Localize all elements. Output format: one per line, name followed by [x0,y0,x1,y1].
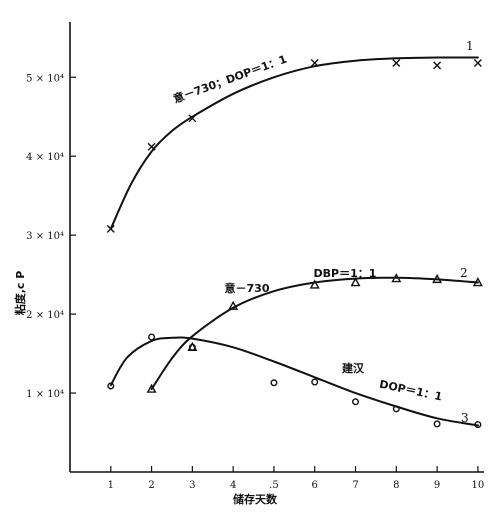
series-1-point [147,142,156,151]
series-1-point [188,114,197,123]
series-2-point [472,277,483,287]
series-2-curve [150,276,479,391]
series-3-point [188,343,196,351]
series-3-point [392,405,400,413]
x-tick-label: 1 [108,480,114,491]
x-tick-label: 8 [393,480,399,491]
series-3-label-b: DOP＝1：1 [378,378,443,404]
series-3-point [474,421,482,429]
x-tick-label: 9 [434,480,440,491]
series-2-point [228,300,239,310]
x-tick-label: 3 [189,480,195,491]
ticks-layer: 1 2 3 4 .5 6 7 8 9 10 1 × 10⁴ 2 × 10⁴ 3 × 10⁴ 4 × 10⁴… [26,73,484,491]
series-3-point [311,378,319,386]
series-2-point [350,277,361,287]
series-1-point [473,59,482,68]
y-tick-label: 3 × 10⁴ [26,231,64,242]
series-1-point [106,224,115,233]
x-tick-label: 2 [148,480,154,491]
series-3-curve [109,336,479,427]
curve-number-2: 2 [460,266,468,280]
x-tick-label: 6 [312,480,318,491]
y-tick-label: 4 × 10⁴ [26,152,64,163]
x-axis-title: 储存天数 [233,492,278,506]
x-tick-label: 7 [352,480,358,491]
series-3-label-a: 建汉 [342,361,365,375]
series-3-point [433,420,441,428]
curve-number-3: 3 [461,411,469,425]
y-tick-label: 1 × 10⁴ [26,389,64,400]
series-2-point [391,273,402,283]
y-axis-title: 粘度,c P [13,271,27,316]
series-layer [106,56,483,429]
x-tick-label: 4 [230,480,236,491]
series-2-label-b: DBP＝1：1 [314,267,377,280]
series-3-point [352,398,360,406]
series-1-point [433,61,442,70]
series-3-point [270,379,278,387]
y-tick-label: 2 × 10⁴ [26,310,64,321]
series-2-label-a: 意－730 [225,281,270,295]
series-3-point [107,382,115,390]
x-tick-label: .5 [269,480,279,491]
series-2-point [146,383,157,393]
series-1-point [310,59,319,68]
series-1-curve [109,56,479,230]
curve-number-1: 1 [466,39,474,53]
y-tick-label: 5 × 10⁴ [26,73,64,84]
series-1-point [392,59,401,68]
series-2-point [309,279,320,289]
series-2-point [432,273,443,284]
series-3-point [148,333,156,341]
x-tick-label: 10 [472,480,485,491]
